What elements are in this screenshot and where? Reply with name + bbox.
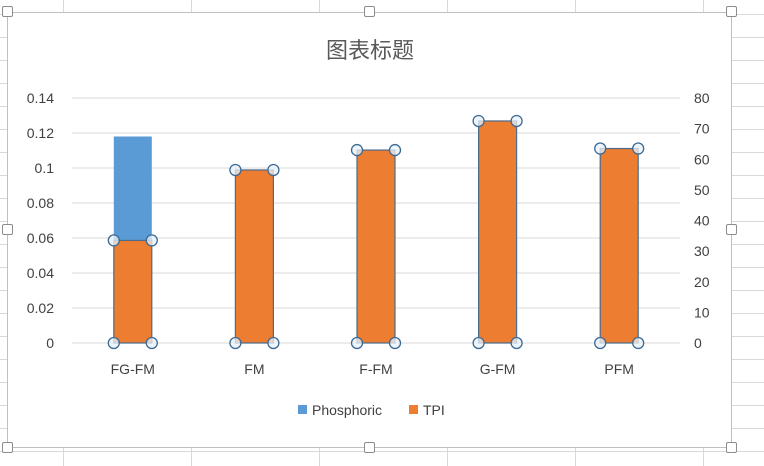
selection-point-marker[interactable] <box>632 336 645 350</box>
right-axis-tick-label: 20 <box>694 274 710 290</box>
selection-point-marker[interactable] <box>229 163 242 177</box>
chart-title[interactable]: 图表标题 <box>326 39 414 64</box>
resize-handle-top-left[interactable] <box>2 6 13 17</box>
right-axis-tick-label: 80 <box>694 90 710 106</box>
bar-tpi-pfm[interactable] <box>599 147 639 344</box>
legend-label-tpi[interactable]: TPI <box>423 402 445 418</box>
bar-tpi-g-fm[interactable] <box>478 120 518 344</box>
left-axis-tick-label: 0.06 <box>27 230 54 246</box>
resize-handle-bottom-left[interactable] <box>2 442 13 453</box>
right-axis-tick-label: 0 <box>694 335 702 351</box>
selection-point-marker[interactable] <box>229 336 242 350</box>
category-label: PFM <box>604 361 634 377</box>
selection-point-marker[interactable] <box>510 336 523 350</box>
selection-point-marker[interactable] <box>632 142 645 155</box>
selection-point-marker[interactable] <box>107 336 120 350</box>
right-axis-tick-label: 60 <box>694 151 710 167</box>
legend-swatch-phosphoric <box>298 405 307 414</box>
selection-point-marker[interactable] <box>510 114 523 128</box>
bar-tpi-f-fm[interactable] <box>356 149 396 344</box>
category-label: F-FM <box>359 361 392 377</box>
selection-point-marker[interactable] <box>350 336 364 350</box>
resize-handle-bottom-right[interactable] <box>726 442 737 453</box>
left-axis-tick-label: 0.14 <box>27 90 54 106</box>
left-axis-tick-label: 0.12 <box>27 125 54 141</box>
selection-point-marker[interactable] <box>267 336 280 350</box>
left-axis-tick-label: 0.08 <box>27 195 54 211</box>
bar-tpi-fg-fm[interactable] <box>113 239 153 344</box>
category-label: G-FM <box>480 361 516 377</box>
selection-point-marker[interactable] <box>472 336 485 350</box>
selection-point-marker[interactable] <box>145 234 158 247</box>
resize-handle-top-center[interactable] <box>364 6 375 17</box>
selection-point-marker[interactable] <box>472 114 485 128</box>
right-axis-tick-label: 30 <box>694 243 710 259</box>
right-axis-tick-label: 40 <box>694 213 710 229</box>
resize-handle-top-right[interactable] <box>726 6 737 17</box>
selection-point-marker[interactable] <box>350 143 364 157</box>
right-axis-tick-label: 70 <box>694 121 710 137</box>
legend-swatch-tpi <box>409 405 418 414</box>
selection-point-marker[interactable] <box>145 336 158 350</box>
legend-label-phosphoric[interactable]: Phosphoric <box>312 402 382 418</box>
category-label: FG-FM <box>111 361 155 377</box>
selection-point-marker[interactable] <box>267 163 280 177</box>
selection-point-marker[interactable] <box>594 142 607 155</box>
left-axis-tick-label: 0.1 <box>35 160 55 176</box>
left-axis-tick-label: 0 <box>46 335 54 351</box>
left-axis-tick-label: 0.04 <box>27 265 54 281</box>
right-axis-tick-label: 10 <box>694 304 710 320</box>
category-label: FM <box>244 361 264 377</box>
selection-point-marker[interactable] <box>388 143 402 157</box>
bar-tpi-fm[interactable] <box>234 169 274 344</box>
selection-point-marker[interactable] <box>594 336 607 350</box>
selection-point-marker[interactable] <box>388 336 402 350</box>
left-axis-tick-label: 0.02 <box>27 300 54 316</box>
resize-handle-middle-left[interactable] <box>2 224 13 235</box>
resize-handle-middle-right[interactable] <box>726 224 737 235</box>
selection-point-marker[interactable] <box>107 234 120 247</box>
right-axis-tick-label: 50 <box>694 182 710 198</box>
resize-handle-bottom-center[interactable] <box>364 442 375 453</box>
